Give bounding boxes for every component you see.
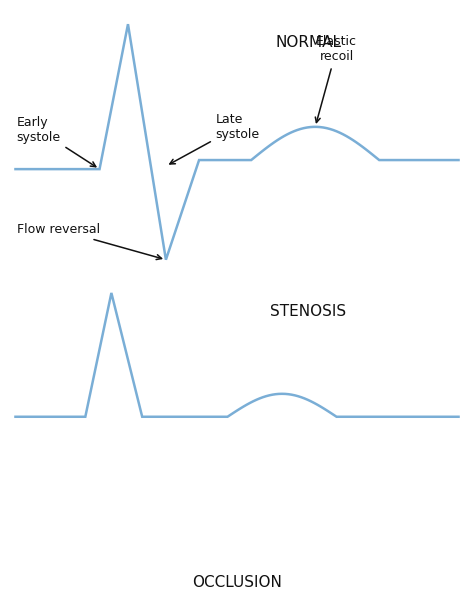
Text: Elastic
recoil: Elastic recoil: [315, 36, 357, 123]
Text: STENOSIS: STENOSIS: [270, 304, 346, 318]
Text: Late
systole: Late systole: [170, 113, 260, 164]
Text: NORMAL: NORMAL: [275, 35, 341, 50]
Text: Early
systole: Early systole: [17, 116, 96, 167]
Text: Flow reversal: Flow reversal: [17, 223, 162, 260]
Text: OCCLUSION: OCCLUSION: [192, 576, 282, 590]
